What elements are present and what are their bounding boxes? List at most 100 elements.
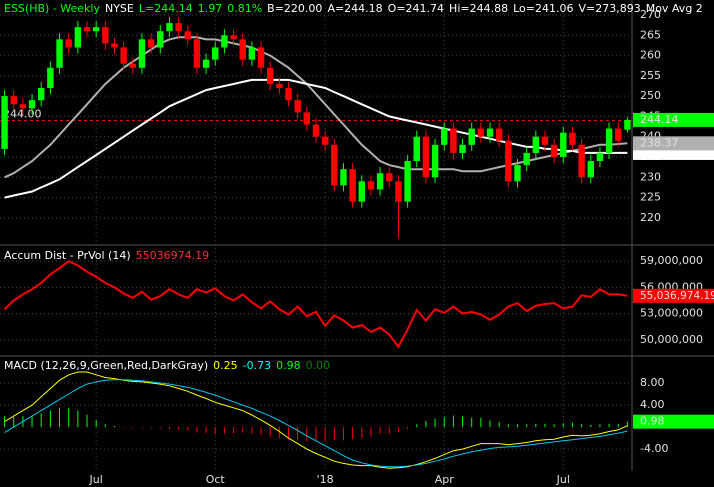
candle-body [138,39,146,68]
candle-body [450,128,457,153]
candle-body [367,181,375,190]
x-tick-label: Apr [435,473,455,486]
header-part: -0.73 [243,359,271,372]
candle-body [431,144,439,178]
candle-body [221,35,228,48]
candle-body [331,144,338,186]
header-part: A=244.18 [327,2,382,15]
header-part: Lo=241.06 [513,2,573,15]
y-tick-label: 225 [640,191,661,204]
panel-header: Accum Dist - PrVol (14) 55036974.19 [4,249,209,262]
indicator-line [3,260,628,349]
candle-body [157,31,164,48]
panel-header: ESS(HB) - Weekly NYSE L=244.14 1.97 0.81% B=2… [4,2,703,15]
price-box-label: 238.37 [640,136,679,149]
candle-body [74,27,82,48]
candle-body [193,39,201,68]
candle-body [230,35,237,40]
reference-label: 244.00 [3,107,42,120]
header-part: O=241.74 [388,2,444,15]
candle-body [505,140,512,182]
candle-body [56,39,63,68]
header-part: 0.00 [306,359,331,372]
y-tick-label: 250 [640,89,661,102]
y-tick-label: 265 [640,28,661,41]
candle-body [111,43,118,48]
candle-body [184,31,191,40]
header-part: L=244.14 [139,2,193,15]
x-tick-label: Jul [556,473,570,486]
y-tick-label: 230 [640,170,661,183]
y-tick-label: 53,000,000 [640,307,703,320]
candle-body [83,27,91,32]
candle-body [285,88,292,101]
candle-body [358,181,366,202]
candle-body [541,136,549,145]
x-tick-label: '18 [317,473,334,486]
candle-body [441,128,448,145]
x-tick-label: Oct [206,473,226,486]
y-tick-label: 260 [640,49,661,62]
value-box-label: 0.98 [640,415,665,428]
candle-body [147,39,155,48]
candle-body [495,128,503,141]
candle-body [10,96,17,105]
candle-body [340,169,347,186]
header-part: MACD (12,26,9,Green,Red,DarkGray) [4,359,208,372]
candle-body [239,39,246,60]
price-box [633,112,714,127]
candle-body [596,152,604,162]
y-tick-label: 255 [640,69,661,82]
y-tick-label: 4.00 [640,398,665,411]
candle-body [395,181,402,202]
moving-average [4,78,628,199]
candle-body [257,47,265,68]
candle-body [294,100,301,113]
header-part: 1.97 [198,2,223,15]
candle-body [578,144,585,178]
y-tick-label: 270 [640,8,661,21]
y-tick-label: 8.00 [640,376,665,389]
candle-body [120,47,127,64]
candle-body [560,132,567,157]
value-box [633,288,714,303]
value-box [633,414,714,429]
candle-body [523,152,530,166]
header-part: B=220.00 [267,2,322,15]
macd-line [4,371,628,469]
header-part: ESS(HB) - Weekly [4,2,100,15]
panel-header: MACD (12,26,9,Green,Red,DarkGray) 0.25 -0.… [4,359,330,372]
candle-body [550,144,558,157]
candle-body [303,112,311,125]
candle-body [312,124,320,137]
candle-body [129,63,137,68]
candle-body [349,169,356,202]
candle-body [28,100,36,109]
candle-body [202,59,210,68]
candle-body [276,83,283,89]
y-tick-label: 220 [640,211,661,224]
candle-body [486,128,494,137]
candle-body [38,88,45,101]
candle-body [532,136,540,153]
candle-body [175,23,182,32]
candle-body [404,161,411,202]
candle-body [92,27,100,32]
candle-body [605,128,613,153]
candle-body [212,47,219,60]
candle-body [413,136,420,162]
candle-body [459,144,466,153]
header-part: Hi=244.88 [449,2,508,15]
candle-body [477,128,485,137]
candle-body [1,96,8,149]
candle-body [266,67,274,84]
header-part: Accum Dist - PrVol (14) [4,249,131,262]
y-tick-label: -4.00 [640,442,668,455]
candle-body [615,128,622,141]
header-part: 0.98 [276,359,301,372]
header-part: 0.81% [227,2,262,15]
candle-body [514,165,521,182]
candle-body [468,128,475,145]
candle-body [569,132,576,145]
